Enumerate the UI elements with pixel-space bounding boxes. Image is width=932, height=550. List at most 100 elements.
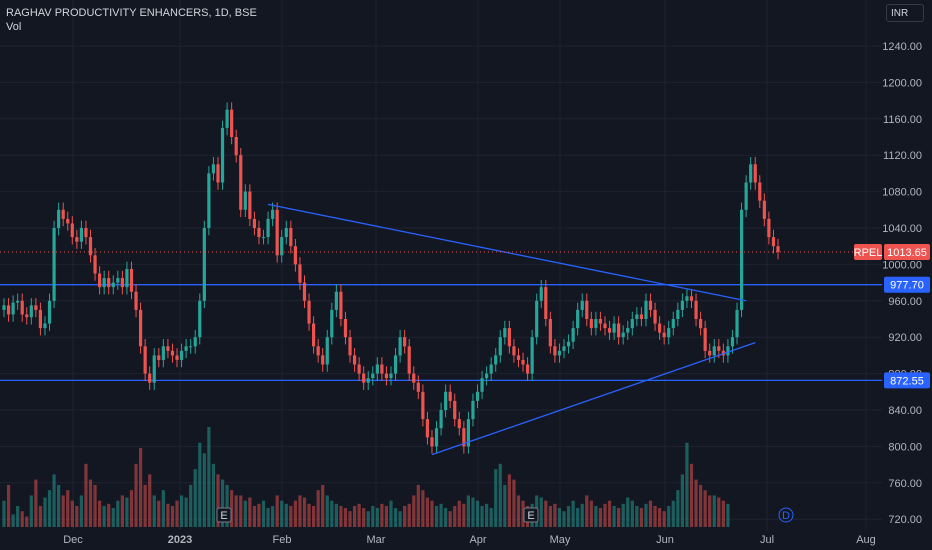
volume-bar (448, 511, 452, 527)
volume-bar (421, 490, 425, 527)
x-tick-label: May (550, 534, 571, 546)
candle (739, 209, 744, 310)
volume-bar (316, 490, 320, 527)
candle (66, 218, 70, 224)
volume-bar (576, 508, 580, 527)
volume-bar (252, 505, 257, 527)
volume-bar (184, 497, 188, 527)
volume-bar (658, 508, 662, 527)
candle (658, 323, 662, 333)
volume-bar (398, 511, 402, 527)
candle (403, 337, 407, 347)
volume-bar (230, 490, 234, 527)
candle (371, 373, 375, 379)
volume-bar (293, 500, 297, 527)
volume-bar (111, 508, 115, 527)
candle (93, 255, 97, 274)
y-tick-label: 1240.00 (882, 41, 922, 53)
volume-bar (585, 495, 589, 527)
currency-selector[interactable]: INR (886, 4, 924, 22)
volume-bar (70, 500, 74, 527)
candle (189, 346, 193, 348)
candle (120, 278, 124, 288)
volume-bar (348, 511, 352, 527)
volume-bar (630, 500, 634, 527)
candle (166, 346, 170, 351)
candle (676, 309, 680, 319)
volume-bar (102, 505, 106, 527)
volume-bar (125, 497, 129, 527)
candle (535, 300, 539, 338)
candle (70, 223, 74, 238)
volume-bar (148, 474, 152, 527)
candle (516, 355, 521, 360)
candle (352, 355, 357, 365)
volume-bar (61, 495, 65, 527)
volume-bar (307, 503, 311, 527)
candle (621, 332, 625, 338)
candle (302, 282, 307, 301)
candle (507, 328, 511, 347)
x-tick-label: Jun (656, 534, 674, 546)
volume-bar (676, 490, 680, 527)
candle (489, 364, 493, 374)
candle (280, 237, 284, 256)
volume-bar (562, 511, 566, 527)
volume-bar (671, 500, 675, 527)
candle (29, 305, 33, 318)
volume-bar (88, 479, 93, 527)
volume-bar (257, 503, 261, 527)
candle (453, 400, 457, 420)
candle (266, 218, 270, 238)
volume-bar (225, 484, 229, 527)
volume-bar (57, 484, 61, 527)
volume-bar (47, 490, 52, 527)
candle (735, 309, 739, 338)
candle (129, 268, 134, 292)
volume-bar (507, 474, 511, 527)
candle (52, 228, 56, 301)
volume-bar (334, 503, 338, 527)
volume-bar (612, 505, 616, 527)
candle (57, 209, 61, 228)
volume-bar (712, 495, 716, 527)
candle (480, 378, 484, 392)
candle (430, 437, 434, 447)
volume-bar (489, 508, 493, 527)
y-tick-label: 1040.00 (882, 223, 922, 235)
volume-bar (6, 484, 11, 527)
candle (316, 346, 320, 356)
volume-bar (161, 490, 165, 527)
volume-bar (152, 495, 156, 527)
candle (771, 237, 776, 247)
volume-bar (516, 495, 521, 527)
candle (375, 364, 379, 374)
volume-bar (425, 497, 430, 527)
volume-bar (312, 505, 316, 527)
volume-bar (617, 508, 621, 527)
candle (635, 314, 639, 319)
candle (644, 300, 648, 319)
candle (111, 282, 115, 288)
volume-bar (52, 474, 56, 527)
level-price-tag (884, 276, 930, 293)
volume-bar (138, 448, 143, 527)
volume-bar (216, 474, 220, 527)
volume-bar (521, 500, 525, 527)
volume-bar (444, 508, 448, 527)
y-tick-label: 1080.00 (882, 187, 922, 199)
y-tick-label: 1200.00 (882, 77, 922, 89)
volume-bar (548, 505, 552, 527)
volume-bar (689, 463, 694, 527)
candle (20, 300, 24, 315)
candle (107, 278, 111, 288)
volume-bar (207, 427, 211, 527)
volume-bar (284, 503, 288, 527)
volume-bar (371, 505, 375, 527)
volume-bar (380, 503, 384, 527)
candle (539, 287, 543, 301)
volume-bar (635, 505, 639, 527)
volume-bar (29, 495, 33, 527)
candle (425, 419, 430, 438)
